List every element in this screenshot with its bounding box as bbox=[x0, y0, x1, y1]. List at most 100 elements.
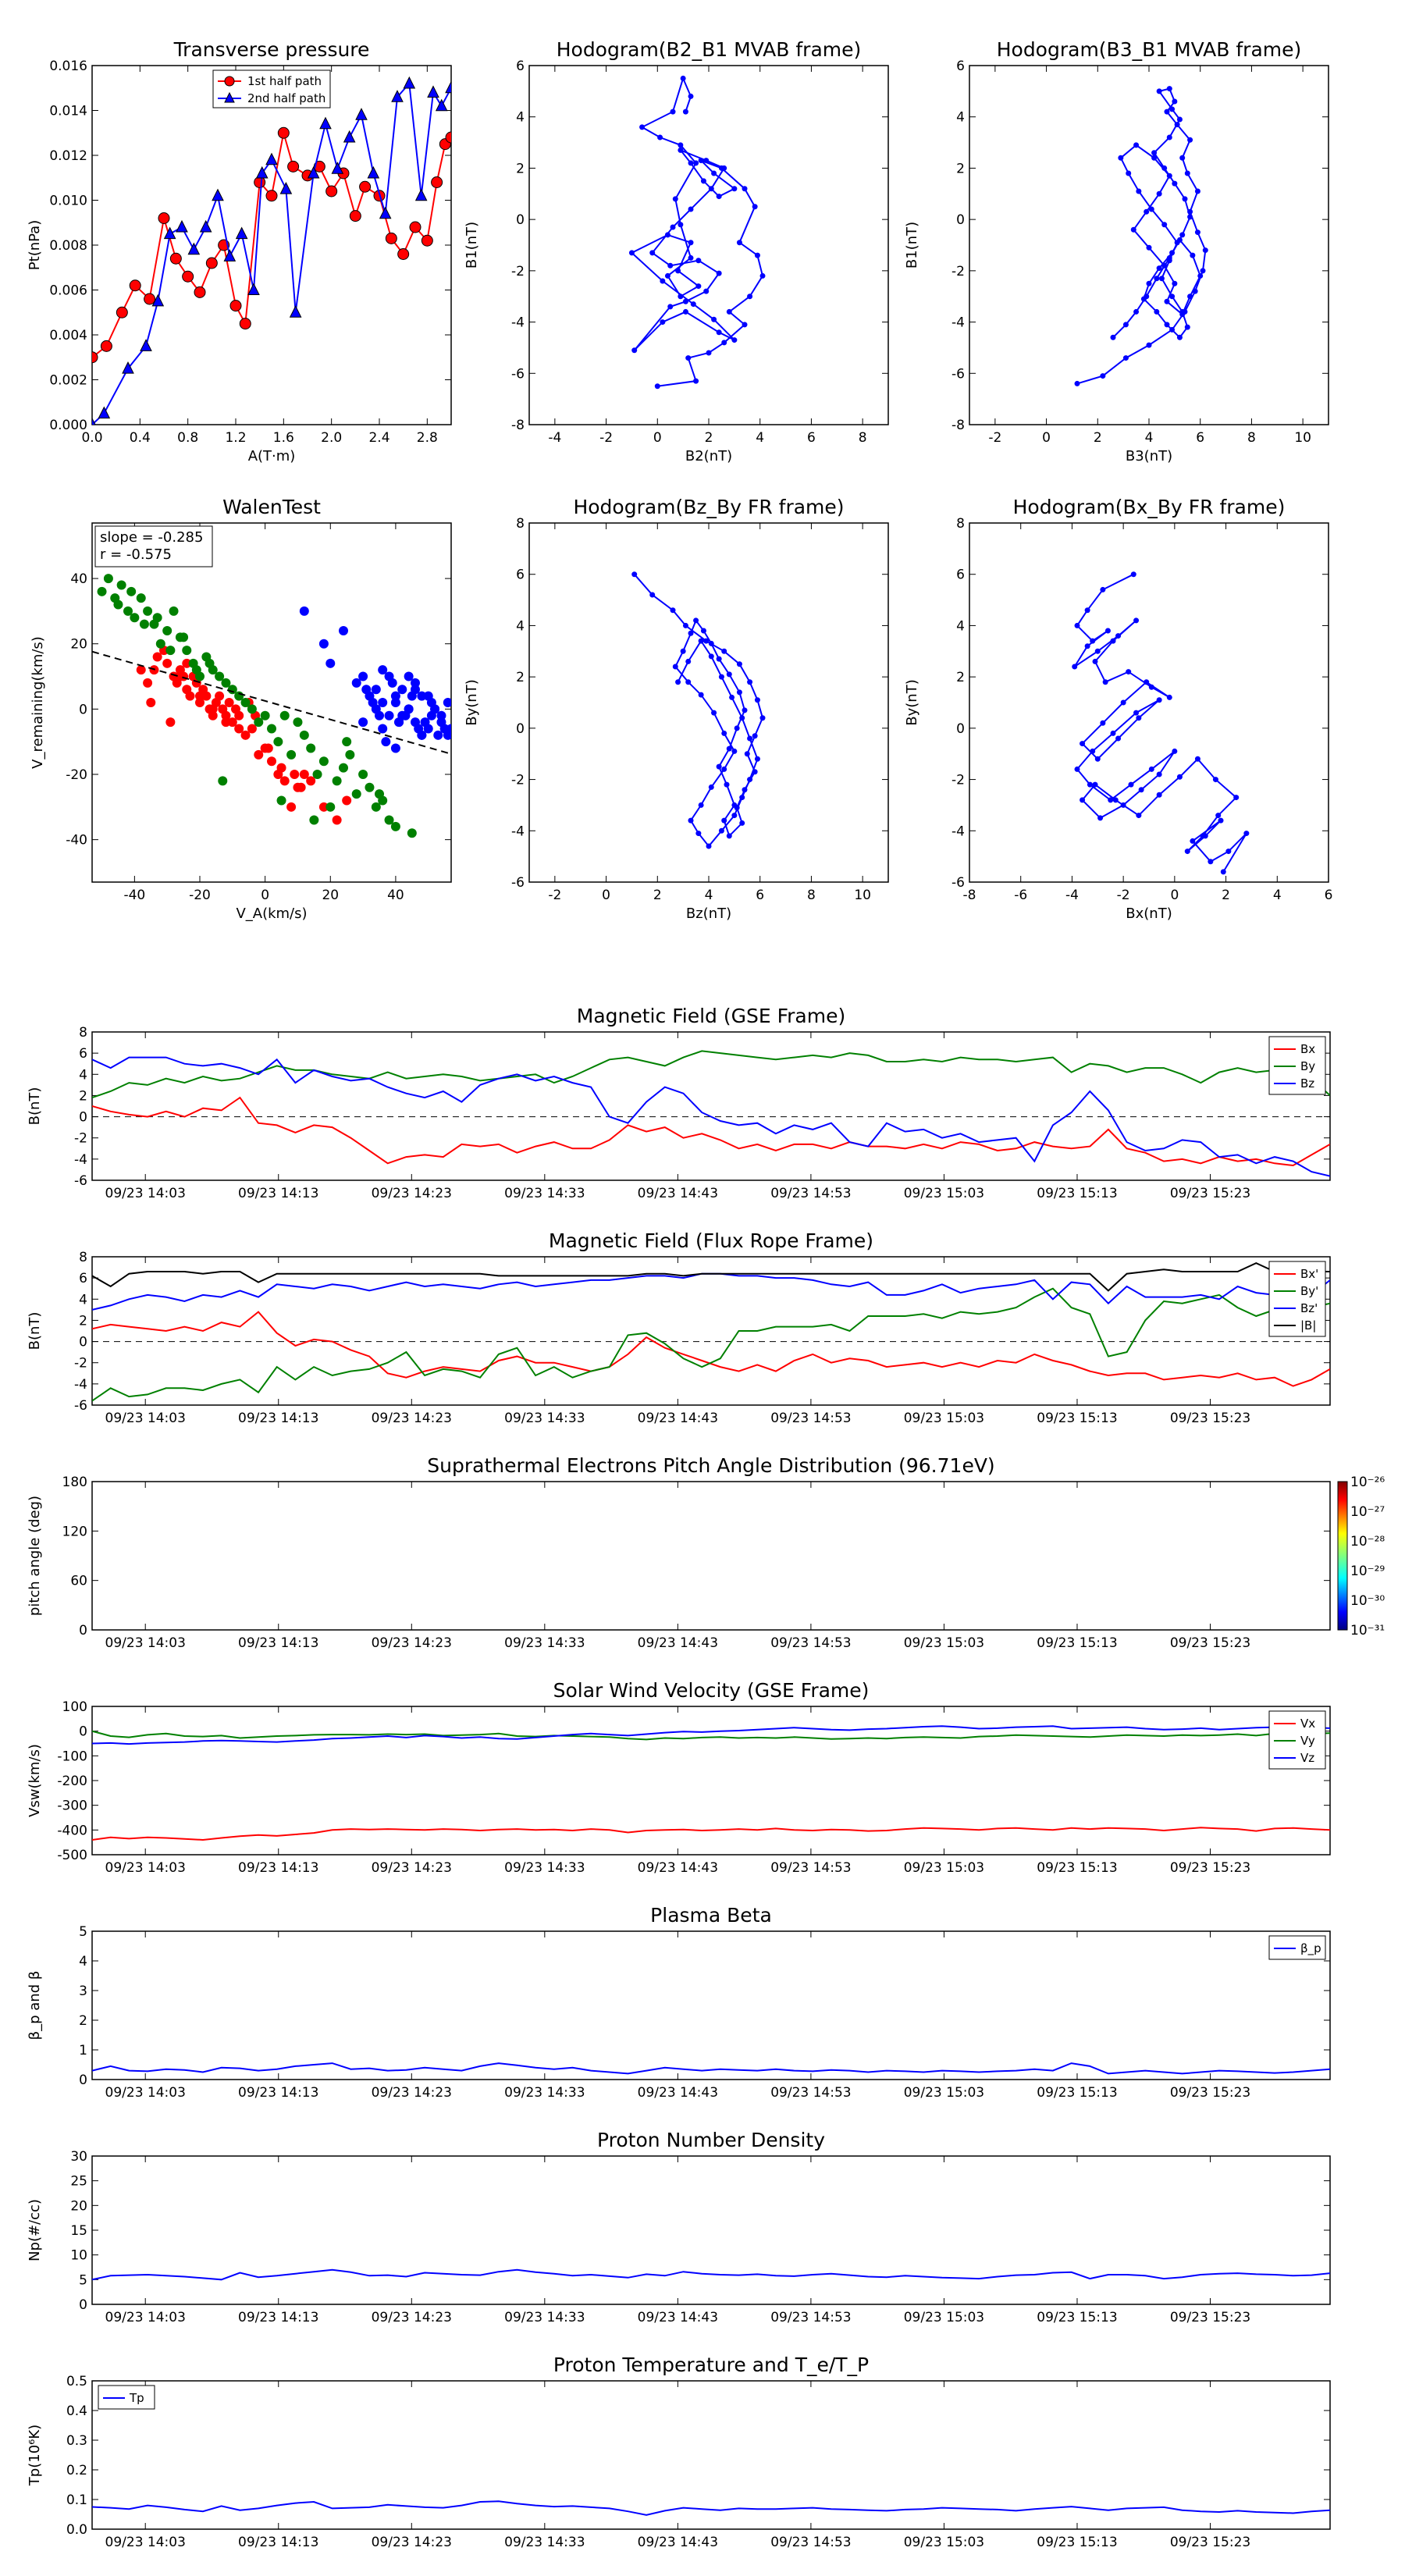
data-point bbox=[265, 190, 278, 202]
data-point bbox=[734, 725, 740, 731]
data-point bbox=[631, 347, 638, 354]
data-point bbox=[688, 206, 694, 212]
scatter-point bbox=[345, 749, 355, 760]
y-tick-label: 2 bbox=[956, 670, 965, 685]
y-tick-label: 0.5 bbox=[66, 2374, 87, 2389]
data-point bbox=[693, 160, 699, 166]
panel-title: Plasma Beta bbox=[650, 1904, 772, 1927]
data-point bbox=[445, 80, 451, 94]
scatter-point bbox=[390, 691, 400, 701]
scatter-point bbox=[97, 586, 107, 596]
y-tick-label: 6 bbox=[516, 568, 525, 583]
x-tick-label: 09/23 14:53 bbox=[770, 1186, 851, 1201]
data-point bbox=[752, 733, 758, 739]
x-tick-label: 09/23 14:53 bbox=[770, 2535, 851, 2550]
scatter-point bbox=[358, 770, 368, 779]
data-point bbox=[703, 638, 710, 644]
scatter-point bbox=[215, 671, 225, 681]
data-point bbox=[1202, 247, 1208, 254]
x-tick-label: 09/23 14:23 bbox=[372, 2310, 452, 2325]
scatter-point bbox=[126, 586, 137, 596]
data-point bbox=[1133, 142, 1140, 148]
data-point bbox=[731, 748, 738, 754]
y-tick-label: 2 bbox=[79, 1313, 87, 1329]
scatter-point bbox=[215, 691, 225, 701]
data-point bbox=[1233, 795, 1240, 801]
x-tick-label: 09/23 14:53 bbox=[770, 2310, 851, 2325]
x-tick-label: 09/23 14:03 bbox=[105, 2535, 186, 2550]
annotation-box bbox=[94, 525, 213, 568]
panel-title: Magnetic Field (Flux Rope Frame) bbox=[549, 1229, 873, 1252]
data-point bbox=[1154, 308, 1160, 315]
scatter-point bbox=[433, 730, 443, 740]
annotation-text: slope = -0.285 bbox=[100, 529, 203, 546]
panel-beta: Plasma Beta 0 1 2 3 4 5 09/23 14:03 09/23 14:13 0… bbox=[27, 1904, 1331, 2101]
x-tick-label: 09/23 15:23 bbox=[1170, 1411, 1250, 1426]
x-tick-label: 4 bbox=[705, 888, 713, 903]
x-tick-label: -20 bbox=[189, 888, 211, 903]
panel-title: Hodogram(Bx_By FR frame) bbox=[1013, 496, 1286, 518]
data-point bbox=[708, 640, 714, 646]
data-point bbox=[355, 108, 368, 120]
scatter-point bbox=[227, 717, 237, 728]
plot-layer bbox=[628, 75, 766, 390]
data-point bbox=[1146, 342, 1152, 348]
scatter-point bbox=[182, 646, 192, 656]
x-tick-label: 09/23 14:13 bbox=[238, 1635, 318, 1651]
data-point bbox=[1130, 226, 1136, 233]
scatter-point bbox=[296, 782, 306, 792]
data-point bbox=[254, 176, 266, 188]
legend-label: By' bbox=[1300, 1284, 1318, 1298]
scatter-point bbox=[332, 815, 342, 825]
plot-layer bbox=[92, 574, 451, 838]
annotation-text: r = -0.575 bbox=[100, 546, 172, 563]
y-tick-label: -4 bbox=[951, 824, 965, 839]
data-point bbox=[1174, 122, 1180, 128]
data-point bbox=[1102, 679, 1108, 685]
data-point bbox=[92, 417, 96, 425]
data-point bbox=[144, 293, 156, 305]
data-point bbox=[199, 219, 212, 233]
data-point bbox=[695, 831, 702, 837]
data-point bbox=[698, 802, 704, 808]
data-point bbox=[703, 158, 710, 164]
scatter-point bbox=[306, 743, 316, 753]
x-axis-label: A(T·m) bbox=[248, 448, 296, 464]
scatter-point bbox=[420, 717, 430, 728]
data-point bbox=[660, 319, 666, 326]
x-tick-label: 09/23 14:23 bbox=[372, 1411, 452, 1426]
data-point bbox=[742, 322, 748, 328]
x-tick-label: 09/23 14:33 bbox=[504, 2535, 585, 2550]
scatter-point bbox=[113, 600, 123, 610]
x-tick-label: 4 bbox=[756, 430, 764, 446]
scatter-point bbox=[384, 671, 394, 681]
data-point bbox=[187, 242, 201, 255]
panel-h1: Hodogram(B2_B1 MVAB frame) -8 -6 -4 -2 0 2 4 6 -4… bbox=[464, 38, 889, 464]
data-point bbox=[1120, 699, 1126, 706]
data-point bbox=[688, 93, 694, 99]
x-tick-label: -6 bbox=[1014, 888, 1027, 903]
data-point bbox=[1094, 648, 1101, 654]
scatter-point bbox=[309, 815, 319, 825]
data-point bbox=[685, 355, 692, 361]
y-tick-label: 4 bbox=[516, 618, 525, 634]
y-tick-label: -4 bbox=[511, 824, 525, 839]
data-point bbox=[176, 219, 188, 233]
panel-title: Hodogram(B3_B1 MVAB frame) bbox=[997, 38, 1302, 61]
y-tick-label: 20 bbox=[70, 2198, 87, 2214]
x-axis-label: V_A(km/s) bbox=[236, 906, 307, 922]
y-tick-label: -4 bbox=[951, 315, 965, 331]
data-point bbox=[752, 204, 758, 210]
x-tick-label: 40 bbox=[387, 888, 404, 903]
data-point bbox=[716, 329, 722, 336]
scatter-point bbox=[371, 704, 381, 714]
legend-label: 2nd half path bbox=[247, 91, 325, 105]
x-tick-label: 09/23 14:23 bbox=[372, 2535, 452, 2550]
data-point bbox=[421, 234, 433, 247]
scatter-point bbox=[263, 743, 273, 753]
scatter-point bbox=[136, 593, 146, 603]
y-tick-label: -2 bbox=[951, 264, 965, 279]
data-point bbox=[158, 212, 170, 224]
scatter-point bbox=[306, 776, 316, 786]
data-point bbox=[1104, 628, 1111, 634]
